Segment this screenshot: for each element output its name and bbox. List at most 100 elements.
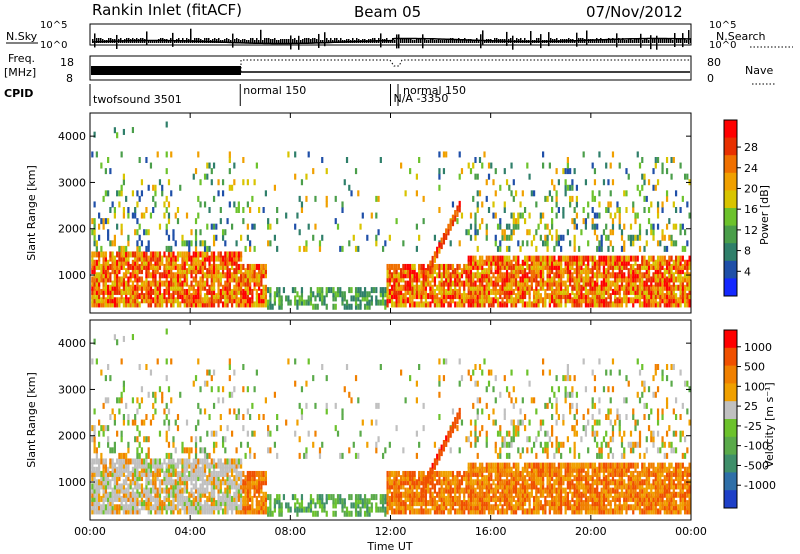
power-cell [404,284,407,291]
power-cell [143,259,146,266]
power-cell [262,301,265,308]
power-cell [605,284,608,291]
velocity-cell [192,462,195,469]
power-cell [496,301,500,308]
power-cell [663,255,666,262]
power-cell [357,245,360,252]
power-cell [476,272,479,279]
velocity-cell [102,479,105,486]
velocity-cell [174,462,177,469]
power-cell [239,234,243,241]
power-cell [566,157,569,163]
power-cell [116,223,119,230]
power-cell [566,272,569,279]
velocity-cell [188,462,191,469]
power-cell [190,280,193,287]
power-cell [494,190,497,197]
velocity-cell [404,495,407,502]
power-cell [138,157,141,163]
power-cell [505,288,509,295]
velocity-cell [352,441,355,448]
nsky-bar [274,38,276,43]
velocity-cell [224,470,227,477]
power-cell [400,293,403,300]
power-cell [578,301,581,308]
velocity-cell [143,462,146,469]
velocity-cell [156,458,159,465]
nsky-bar [434,40,436,43]
velocity-cell [192,458,195,465]
power-cell [638,229,642,236]
power-cell [140,212,144,219]
velocity-cell [246,441,249,448]
velocity-cell [208,495,211,502]
power-cell [95,240,98,247]
velocity-cell [111,408,114,415]
nsky-bar [244,39,246,43]
velocity-cell [176,508,180,515]
power-cell [136,245,139,252]
power-cell [138,195,141,202]
velocity-cell [258,479,261,486]
power-cell [476,293,479,300]
velocity-cell [289,506,292,513]
velocity-cell [183,495,186,502]
nsky-bar [206,38,208,43]
power-cell [523,276,527,283]
velocity-cell [165,328,168,335]
power-cell [650,223,653,230]
velocity-cell [280,502,283,509]
power-cell [120,190,123,197]
power-cell [194,234,198,241]
velocity-cell [312,498,315,505]
nsky-spike [576,32,578,47]
power-cell [512,212,515,219]
power-cell [354,303,358,310]
velocity-cell [418,483,421,490]
power-cell [158,263,162,270]
power-cell [188,251,191,258]
power-cell [122,207,126,213]
power-cell [476,173,479,180]
power-cell [431,297,434,304]
velocity-cell [413,470,416,477]
velocity-cell [116,504,119,511]
velocity-cell [409,491,412,498]
power-cell [278,291,281,298]
velocity-cell [221,475,225,482]
velocity-cell [442,445,446,452]
power-cell [668,255,671,262]
velocity-cell [230,479,234,486]
power-cell [467,284,470,291]
power-cell [91,151,94,158]
power-cell [386,297,389,304]
power-cell [253,301,256,308]
nsky-bar [670,38,672,43]
velocity-cell [140,386,144,393]
power-cell [681,255,684,262]
velocity-cell [219,495,222,502]
power-cell [472,276,475,283]
power-cell [98,272,101,279]
velocity-cell [156,475,159,482]
power-cell [447,293,450,300]
power-cell [436,246,439,253]
velocity-cell [230,504,234,511]
power-cell [672,263,675,270]
power-cell [170,251,173,258]
velocity-cell [104,475,107,482]
velocity-cell [406,479,409,486]
power-cell [158,284,162,291]
power-cell [113,259,116,266]
power-cell [526,229,529,236]
power-cell [469,223,473,230]
velocity-cell [400,504,403,511]
velocity-cell [221,495,225,502]
power-cell [113,272,116,279]
power-cell [194,272,198,279]
power-cell [532,301,536,308]
velocity-cell [176,475,180,482]
power-cell [458,263,461,270]
power-cell [643,293,646,300]
power-cell [647,276,651,283]
